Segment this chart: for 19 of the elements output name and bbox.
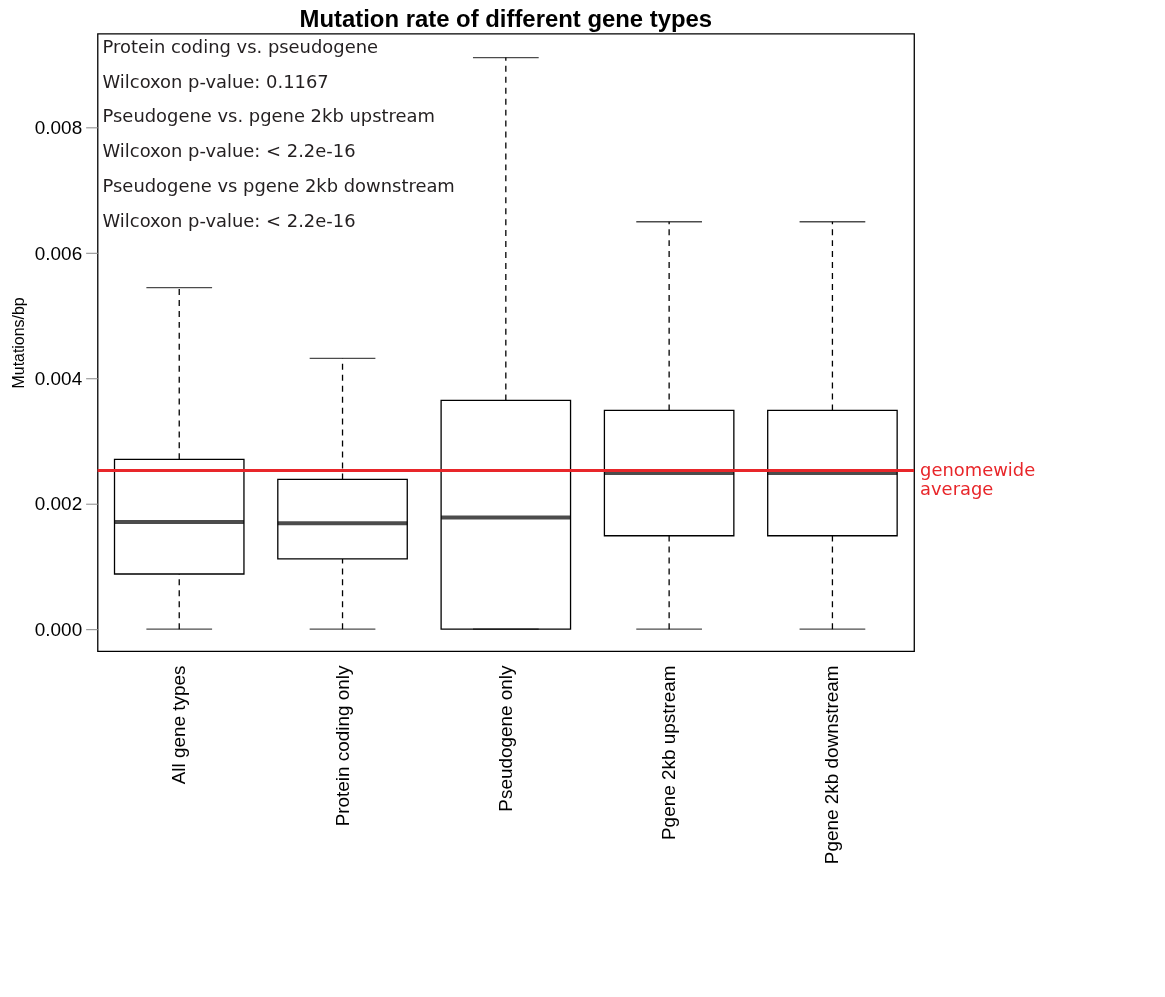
y-tick-label: 0.000	[34, 618, 83, 640]
y-tick-label: 0.006	[34, 242, 83, 264]
x-tick-label: Pgene 2kb downstream	[821, 665, 843, 865]
annotation: Pseudogene vs pgene 2kb downstream	[102, 175, 455, 197]
x-tick-label: Pseudogene only	[494, 664, 516, 812]
annotation: Protein coding vs. pseudogene	[102, 35, 379, 57]
annotation: Wilcoxon p-value: < 2.2e-16	[102, 209, 356, 231]
x-tick-label: Pgene 2kb upstream	[658, 665, 680, 840]
chart-title: Mutation rate of different gene types	[299, 4, 713, 32]
y-axis-title: Mutations/bp	[9, 297, 27, 389]
y-tick-label: 0.002	[34, 493, 83, 515]
x-tick-label: All gene types	[168, 665, 190, 785]
annotation: Wilcoxon p-value: < 2.2e-16	[102, 140, 356, 162]
ref-line-label: genomewide average	[920, 458, 1036, 500]
annotation: Wilcoxon p-value: 0.1167	[102, 70, 329, 92]
annotation: Pseudogene vs. pgene 2kb upstream	[102, 105, 435, 127]
y-tick-label: 0.008	[34, 117, 83, 139]
y-tick-label: 0.004	[34, 367, 83, 389]
x-tick-label: Protein coding only	[331, 664, 353, 827]
